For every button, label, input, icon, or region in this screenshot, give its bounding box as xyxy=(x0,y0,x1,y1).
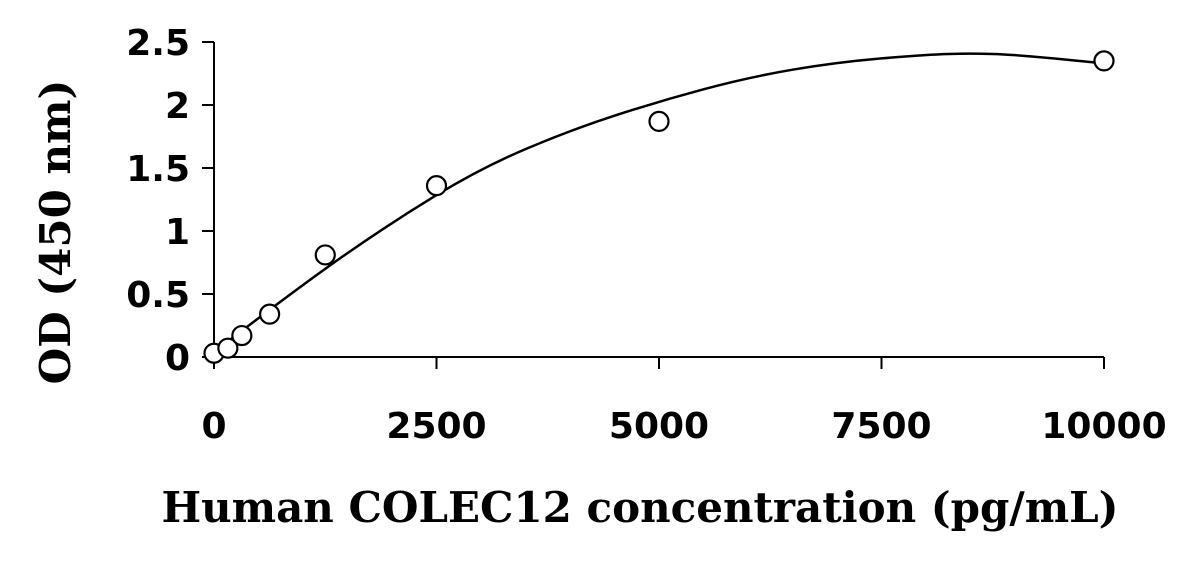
y-tick-label: 0 xyxy=(165,338,190,379)
data-points xyxy=(203,50,1115,364)
x-ticks: 0 2500 5000 7500 10000 xyxy=(201,357,1167,447)
x-tick-label: 2500 xyxy=(386,406,486,447)
x-tick-label: 10000 xyxy=(1041,406,1166,447)
data-point xyxy=(217,337,239,359)
data-point xyxy=(425,175,448,197)
x-tick-label: 0 xyxy=(201,406,226,447)
x-axis-title: Human COLEC12 concentration (pg/mL) xyxy=(161,483,1118,532)
y-tick-label: 2.5 xyxy=(126,23,190,64)
data-point xyxy=(1093,50,1115,72)
data-point xyxy=(314,244,336,266)
y-tick-label: 1.5 xyxy=(126,149,190,190)
data-point xyxy=(648,110,670,132)
data-point xyxy=(259,303,281,325)
y-tick-label: 0.5 xyxy=(126,275,190,316)
x-tick-label: 7500 xyxy=(831,406,931,447)
y-tick-label: 1 xyxy=(165,212,190,253)
y-tick-label: 2 xyxy=(165,86,190,127)
fit-curve xyxy=(213,52,1105,353)
x-tick-label: 5000 xyxy=(609,406,709,447)
data-point xyxy=(231,324,253,347)
y-ticks: 0 0.5 1 1.5 2 2.5 xyxy=(126,23,214,379)
y-axis-title: OD (450 nm) xyxy=(31,80,80,385)
